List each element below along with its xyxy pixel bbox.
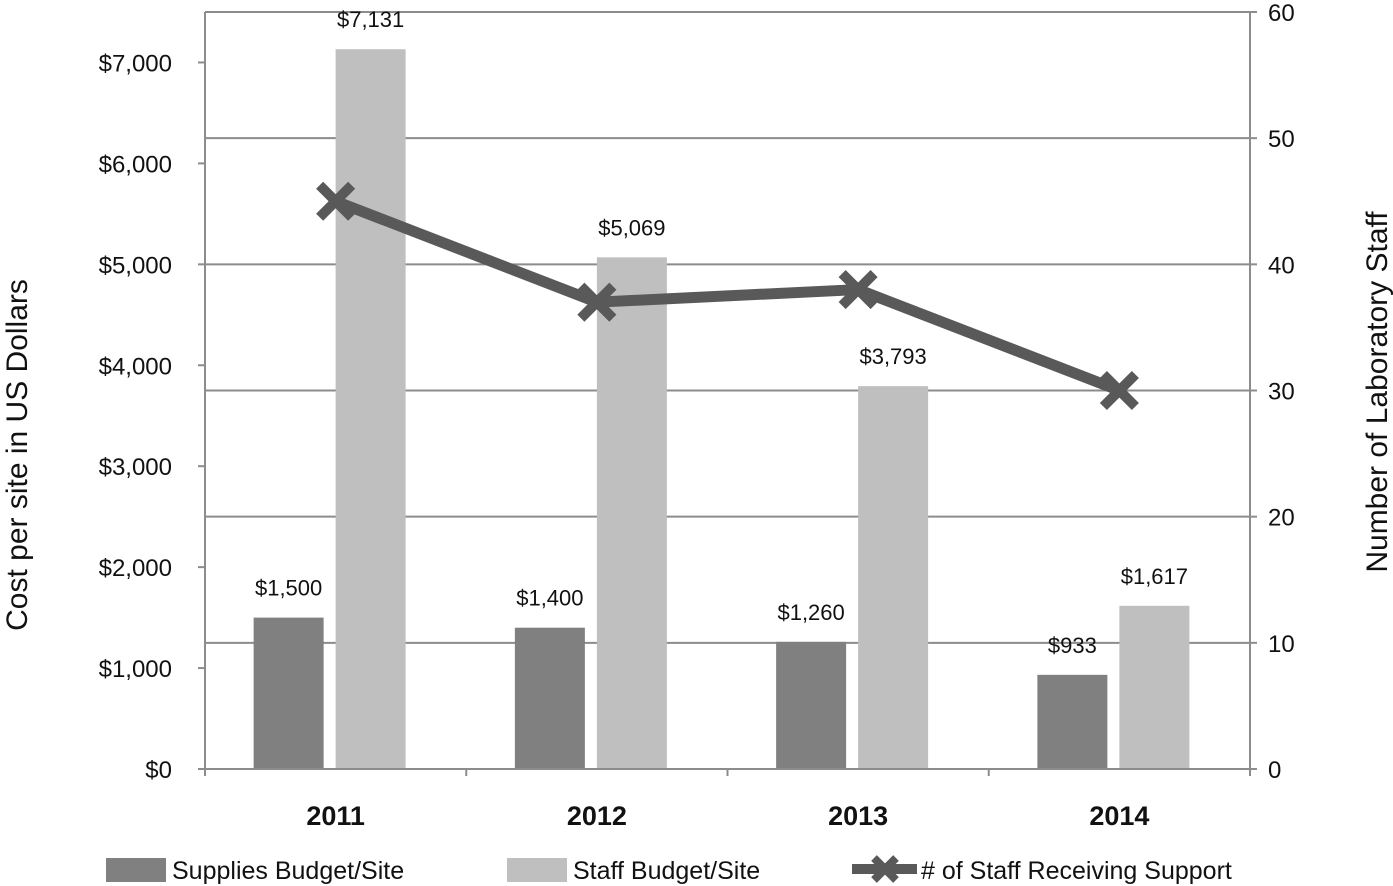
legend-label-staff-count: # of Staff Receiving Support (921, 857, 1232, 885)
staff-count-marker (838, 270, 878, 310)
right-tick-label: 0 (1268, 757, 1281, 784)
left-tick-label: $6,000 (99, 151, 172, 178)
staff-budget-data-label: $1,617 (1121, 564, 1188, 589)
legend-label-supplies: Supplies Budget/Site (172, 857, 404, 885)
legend-x-marker-icon (871, 855, 899, 883)
tick-labels: $0 $1,000 $2,000 $3,000 $4,000 $5,000 $6,000 $7… (99, 0, 1295, 831)
staff-budget-bar (1119, 605, 1190, 769)
legend-label-staff-budget: Staff Budget/Site (573, 857, 760, 885)
staff-budget-data-label: $3,793 (859, 344, 926, 369)
staff-budget-data-label: $5,069 (598, 215, 665, 240)
left-tick-label: $7,000 (99, 50, 172, 77)
supplies-data-label: $1,500 (255, 576, 322, 601)
staff-count-marker (1099, 370, 1139, 411)
bars (253, 49, 1190, 770)
supplies-data-label: $1,260 (777, 600, 844, 625)
supplies-bar (776, 641, 847, 769)
category-label: 2013 (828, 801, 888, 831)
staff-count-marker (577, 282, 617, 322)
staff-budget-data-label: $7,131 (337, 7, 404, 32)
x-marker-stroke (577, 282, 617, 322)
legend-swatch-staff-budget (507, 858, 567, 882)
right-tick-label: 60 (1268, 0, 1295, 27)
staff-budget-bar (858, 386, 929, 769)
supplies-bar (1037, 674, 1108, 769)
left-tick-label: $5,000 (99, 252, 172, 279)
supplies-data-label: $1,400 (516, 586, 583, 611)
category-label: 2014 (1089, 801, 1149, 831)
left-axis-title: Cost per site in US Dollars (1, 279, 34, 631)
staff-budget-bar (596, 257, 667, 769)
supplies-bar (514, 627, 585, 769)
staff-line-series (316, 181, 1139, 411)
right-tick-label: 30 (1268, 379, 1295, 406)
right-tick-label: 20 (1268, 505, 1295, 532)
right-tick-label: 40 (1268, 252, 1295, 279)
right-tick-label: 50 (1268, 126, 1295, 153)
supplies-data-label: $933 (1048, 633, 1097, 658)
x-marker-stroke (316, 181, 356, 221)
data-labels: $1,500 $1,400 $1,260 $933 $7,131 $5,069 $3,793… (255, 7, 1188, 658)
staff-budget-bar (335, 49, 406, 770)
x-marker-stroke (1099, 370, 1139, 411)
staff-count-marker (316, 181, 356, 221)
supplies-bar (253, 617, 324, 769)
left-tick-label: $2,000 (99, 555, 172, 582)
right-tick-label: 10 (1268, 631, 1295, 658)
legend: Supplies Budget/Site Staff Budget/Site #… (106, 855, 1232, 885)
left-tick-label: $4,000 (99, 353, 172, 380)
staff-count-line (333, 196, 1122, 396)
category-label: 2011 (306, 801, 365, 831)
axes (198, 11, 1257, 776)
left-tick-label: $3,000 (99, 454, 172, 481)
left-tick-label: $1,000 (99, 656, 172, 683)
right-axis-title: Number of Laboratory Staff (1361, 211, 1393, 573)
category-label: 2012 (567, 801, 627, 831)
legend-swatch-supplies (106, 858, 166, 882)
x-marker-stroke (838, 270, 878, 310)
left-tick-label: $0 (145, 757, 172, 784)
